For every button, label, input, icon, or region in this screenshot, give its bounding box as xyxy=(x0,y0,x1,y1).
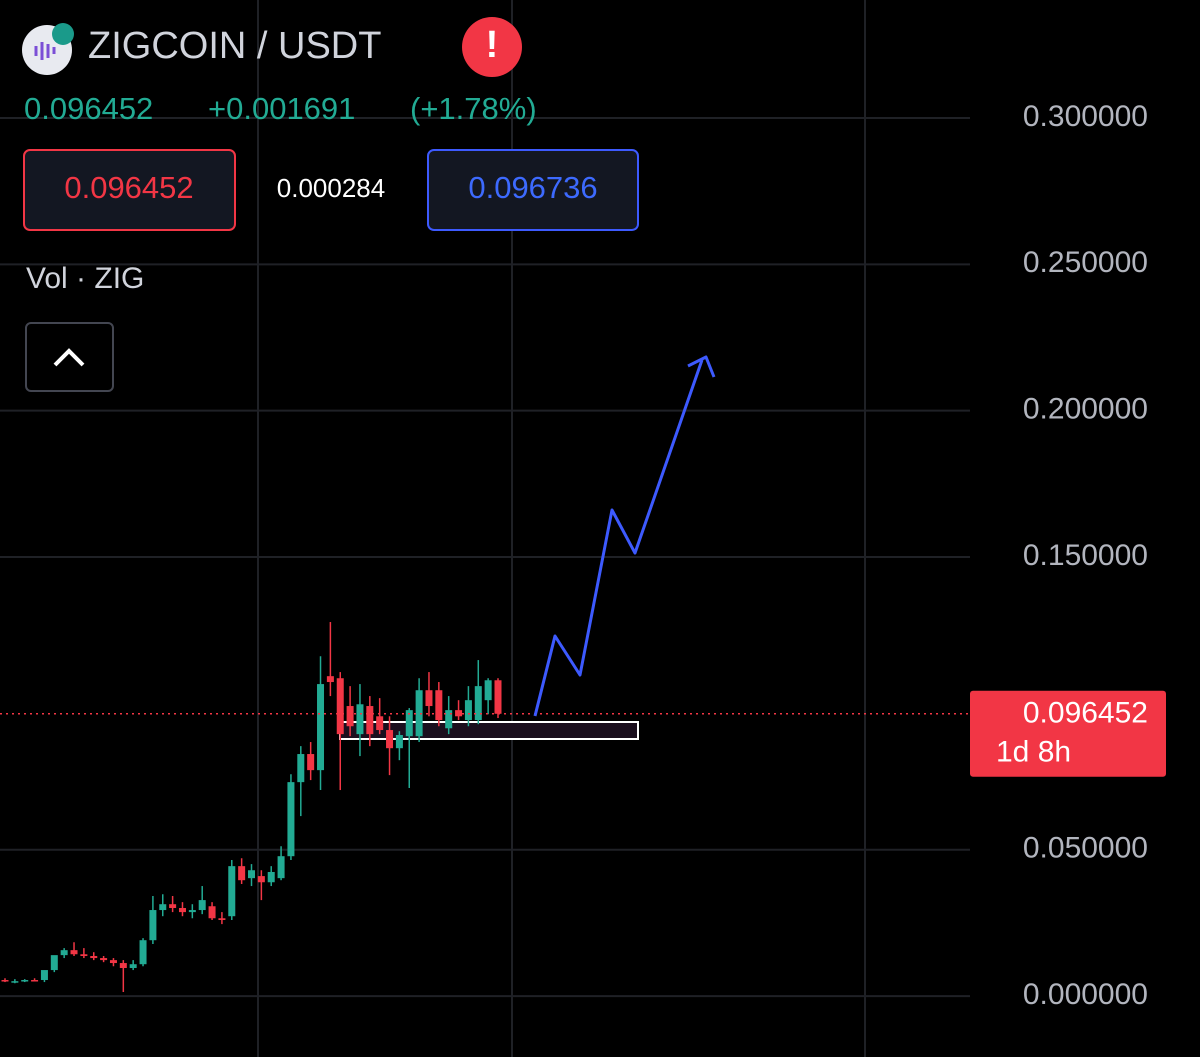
candle-body xyxy=(129,964,137,969)
zone-box xyxy=(339,721,639,740)
last-price-label: 0.096452 xyxy=(1023,697,1148,730)
candle-body xyxy=(178,908,186,913)
logo-mark xyxy=(34,42,56,60)
candle-body xyxy=(366,706,374,735)
y-tick-label: 0.250000 xyxy=(1023,246,1148,279)
candle-body xyxy=(90,956,98,959)
candle-body xyxy=(435,690,443,721)
symbol-title: ZIGCOIN / USDT xyxy=(88,25,381,67)
volume-label: Vol · ZIG xyxy=(26,262,144,295)
plot xyxy=(0,622,970,993)
logo-badge xyxy=(52,23,74,45)
candle-body xyxy=(287,782,295,857)
candle-body xyxy=(464,700,472,721)
candle-body xyxy=(297,754,305,783)
collapse-button[interactable] xyxy=(25,322,114,392)
candle-body xyxy=(326,676,334,683)
header-change-pct: (+1.78%) xyxy=(410,91,537,126)
candle-body xyxy=(218,918,226,921)
candle-body xyxy=(159,904,167,911)
candle-body xyxy=(474,686,482,721)
candle-body xyxy=(395,735,403,749)
candle-body xyxy=(356,704,364,735)
candle-body xyxy=(405,710,413,737)
candle-body xyxy=(208,906,216,919)
candle-body xyxy=(386,730,394,749)
candle-body xyxy=(1,980,9,982)
candle-body xyxy=(70,950,78,955)
header-change: +0.001691 xyxy=(208,91,355,126)
candle-body xyxy=(11,981,19,983)
ask-price: 0.096736 xyxy=(468,170,597,205)
alert-mark: ! xyxy=(486,24,499,66)
arrow-head xyxy=(687,355,716,378)
candle-body xyxy=(238,866,246,881)
spread: 0.000284 xyxy=(277,173,385,203)
candle-body xyxy=(21,980,29,982)
forecast-arrow xyxy=(533,355,716,717)
y-tick-label: 0.200000 xyxy=(1023,393,1148,426)
candle-body xyxy=(257,876,265,883)
candle-body xyxy=(100,958,108,961)
candle-body xyxy=(455,710,463,717)
candle-body xyxy=(31,980,39,982)
candle-body xyxy=(188,910,196,913)
candle-body xyxy=(376,716,384,731)
chevron-up xyxy=(53,348,85,367)
candle-body xyxy=(346,706,354,727)
countdown-label: 1d 8h xyxy=(996,736,1071,769)
candle-body xyxy=(228,866,236,917)
candle-body xyxy=(80,954,88,957)
candle-body xyxy=(50,955,58,971)
candle-body xyxy=(494,680,502,714)
alert-icon[interactable] xyxy=(462,17,522,77)
y-tick-label: 0.050000 xyxy=(1023,832,1148,865)
header-price: 0.096452 xyxy=(24,91,153,126)
candle-body xyxy=(149,910,157,941)
candle-body xyxy=(109,960,117,964)
candle-body xyxy=(139,940,147,965)
order-panel: 0.096452 0.000284 0.096736 xyxy=(23,149,639,231)
candle-body xyxy=(267,872,275,883)
y-tick-label: 0.300000 xyxy=(1023,100,1148,133)
candle-body xyxy=(198,900,206,911)
header: ZIGCOIN / USDT ! 0.096452 +0.001691 (+1.… xyxy=(22,17,537,126)
candle-body xyxy=(484,680,492,701)
price-axis: 0.300000 0.250000 0.200000 0.150000 0.050000… xyxy=(970,100,1166,1011)
candle-body xyxy=(60,950,68,956)
candle-body xyxy=(445,710,453,729)
last-price-box xyxy=(970,690,1166,777)
candle-body xyxy=(248,870,255,879)
candle-body xyxy=(317,684,325,771)
candle-body xyxy=(277,856,285,879)
sell-button[interactable] xyxy=(23,149,236,231)
bid-price: 0.096452 xyxy=(64,170,193,205)
y-tick-label: 0.150000 xyxy=(1023,539,1148,572)
candle-body xyxy=(415,690,423,737)
candle-body xyxy=(425,690,433,707)
candle-body xyxy=(336,678,344,735)
buy-button[interactable] xyxy=(427,149,639,231)
grid-layer xyxy=(0,116,970,998)
y-tick-label: 0.000000 xyxy=(1023,978,1148,1011)
candle-body xyxy=(40,970,48,981)
arrow-path xyxy=(533,359,704,717)
candle-body xyxy=(307,754,315,771)
candle-body xyxy=(119,963,127,969)
candle-body xyxy=(169,904,177,909)
